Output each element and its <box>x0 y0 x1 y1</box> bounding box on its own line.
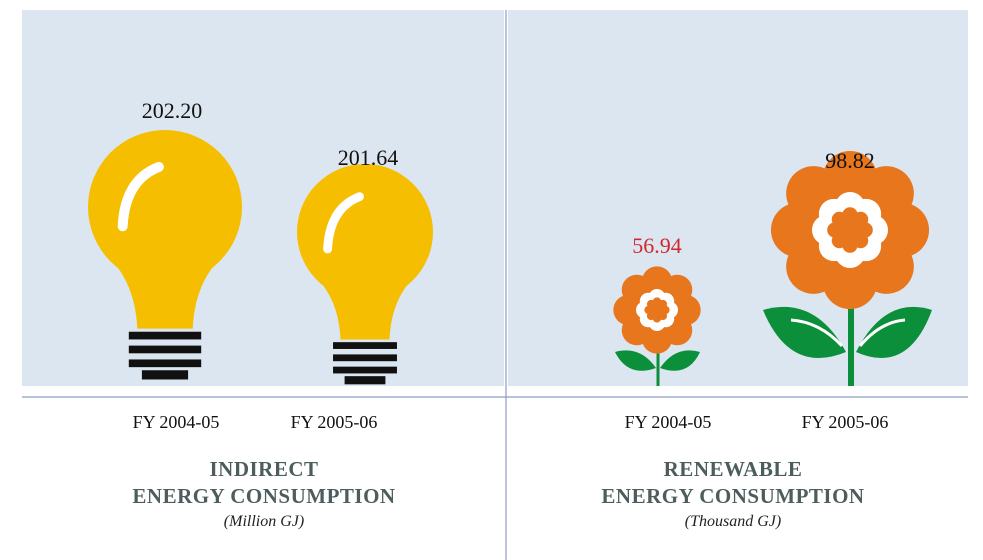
panel-title: RENEWABLE <box>664 457 803 481</box>
panel-unit: (Million GJ) <box>224 513 304 530</box>
panel-title: INDIRECT <box>209 457 318 481</box>
value-label: 56.94 <box>632 233 682 258</box>
value-label: 201.64 <box>338 145 399 170</box>
year-label: FY 2005-06 <box>802 412 889 432</box>
panel-title: ENERGY CONSUMPTION <box>601 484 864 508</box>
value-label: 98.82 <box>825 148 875 173</box>
infographic: 202.20 201.64 56.94 98.82 FY 2004-05 FY … <box>0 0 983 560</box>
panel-title: ENERGY CONSUMPTION <box>132 484 395 508</box>
year-label: FY 2004-05 <box>625 412 712 432</box>
panel-unit: (Thousand GJ) <box>685 513 781 530</box>
value-label: 202.20 <box>142 98 203 123</box>
page: 202.20 201.64 56.94 98.82 FY 2004-05 FY … <box>0 0 983 560</box>
year-label: FY 2004-05 <box>133 412 220 432</box>
year-label: FY 2005-06 <box>291 412 378 432</box>
